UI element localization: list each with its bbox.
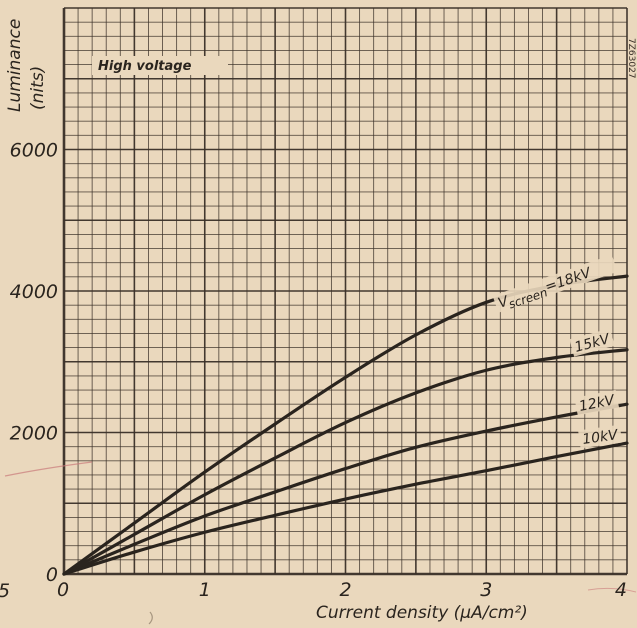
curve-label-12kV: 12kV (574, 389, 620, 416)
curve-label-text: 12kV (578, 392, 617, 415)
figure-code: 7Z63027 (626, 38, 636, 79)
stray-tick-label: 5 (0, 580, 10, 602)
curve-10kV (62, 441, 629, 576)
x-tick-label: 2 (339, 579, 351, 601)
curve-label-backdrop (578, 424, 623, 449)
curve-12kV (62, 402, 629, 576)
x-tick-label: 4 (615, 579, 627, 601)
curve-label-backdrop (574, 389, 620, 416)
y-axis-unit: (nits) (28, 66, 48, 110)
x-tick-label: 1 (199, 579, 211, 601)
y-axis-title: Luminance (5, 19, 25, 112)
curve-label-text: 10kV (581, 427, 620, 448)
grid (62, 7, 628, 576)
stray-pencil-mark (148, 611, 153, 625)
stray-pencil-mark (587, 587, 637, 593)
y-tick-label: 2000 (10, 423, 58, 445)
x-axis-title: Current density (µA/cm²) (316, 603, 528, 623)
stray-pencil-mark (4, 461, 93, 477)
x-tick-label: 0 (57, 579, 69, 601)
y-tick-label: 4000 (10, 281, 58, 303)
stray-marks (4, 461, 637, 625)
curve-label-backdrop (569, 328, 615, 357)
annotation-backdrop (92, 56, 228, 75)
y-tick-label: 0 (46, 564, 58, 586)
curve-15kV (62, 348, 629, 576)
y-tick-label: 6000 (10, 140, 58, 162)
tick-labels: 0 2000 4000 6000 0 1 2 3 4 (10, 140, 627, 602)
x-tick-label: 3 (480, 579, 492, 601)
curve-label-Vscreen=18kV: Vscreen=18kV (492, 254, 618, 313)
curve-label-10kV: 10kV (578, 424, 623, 449)
high-voltage-annotation: High voltage (98, 59, 192, 74)
curve-label-backdrop (492, 254, 618, 313)
